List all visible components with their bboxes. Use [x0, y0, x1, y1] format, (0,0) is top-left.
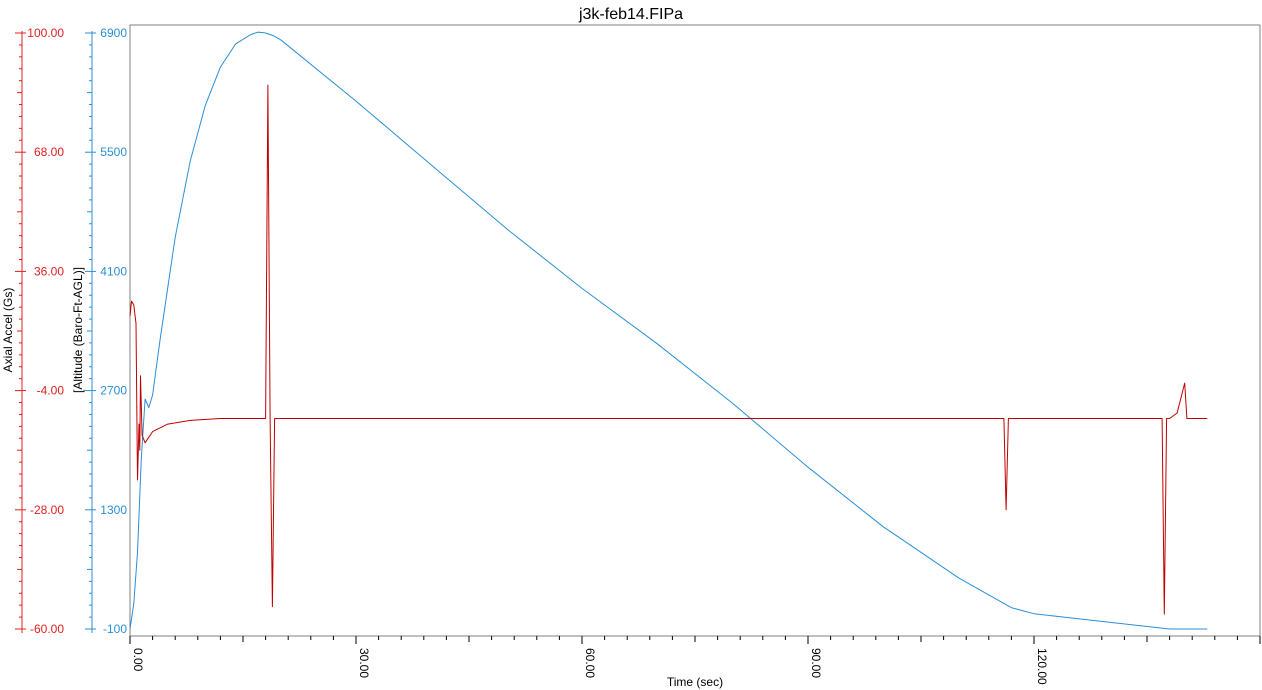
- x-tick-label: 120.00: [1035, 648, 1049, 685]
- series-line-altitude: [129, 31, 1208, 630]
- x-tick-label: 60.00: [583, 648, 597, 678]
- x-tick-label: 90.00: [809, 648, 823, 678]
- altitude-tick-label: 4100: [100, 264, 127, 278]
- accel-tick-label: -4.00: [37, 384, 65, 398]
- x-tick-label: 30.00: [357, 648, 371, 678]
- series-layer: [129, 31, 1208, 630]
- altitude-axis: 6900 5500 4100 2700 1300 -100: [85, 26, 127, 636]
- altitude-tick-label: 1300: [100, 503, 127, 517]
- plot-frame: [129, 24, 1261, 637]
- accel-axis-label: Axial Accel (Gs): [1, 288, 15, 373]
- series-line-accel: [129, 84, 1208, 615]
- accel-tick-label: -28.00: [30, 503, 64, 517]
- accel-tick-label: 36.00: [34, 264, 64, 278]
- chart-title: j3k-feb14.FIPa: [578, 6, 683, 23]
- x-axis-label: Time (sec): [667, 675, 723, 689]
- altitude-tick-label: 5500: [100, 145, 127, 159]
- accel-axis: 100.00 68.00 36.00 -4.00 -28.00 -60.00: [15, 26, 64, 636]
- accel-tick-label: -60.00: [30, 622, 64, 636]
- accel-tick-label: 68.00: [34, 145, 64, 159]
- accel-tick-label: 100.00: [27, 26, 64, 40]
- altitude-tick-label: 6900: [100, 26, 127, 40]
- altitude-axis-label: [Altitude (Baro-Ft-AGL)]: [71, 267, 85, 393]
- x-tick-label: 0.00: [131, 648, 145, 672]
- altitude-tick-label: -100: [103, 622, 127, 636]
- altitude-tick-label: 2700: [100, 384, 127, 398]
